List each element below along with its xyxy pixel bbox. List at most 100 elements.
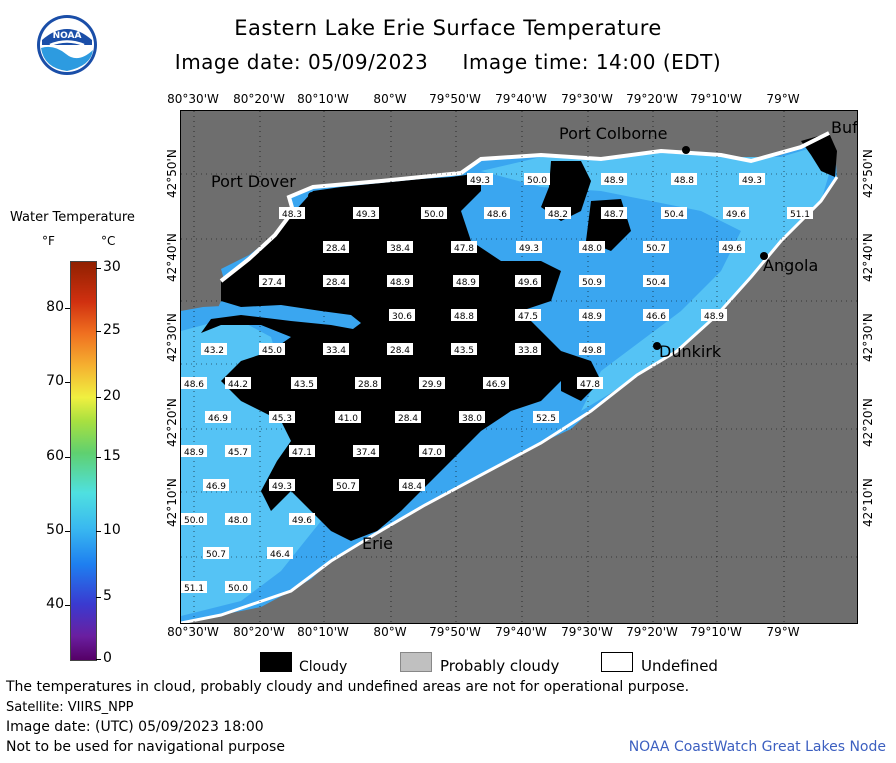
latitude-label: 42°10'N <box>165 478 179 527</box>
temperature-value: 50.0 <box>527 176 547 186</box>
longitude-label: 79°10'W <box>690 625 742 639</box>
temperature-label: 49.6 <box>515 275 541 288</box>
probably-cloudy-swatch <box>400 652 432 672</box>
temperature-value: 51.1 <box>184 584 204 594</box>
temperature-label: 47.0 <box>419 445 445 458</box>
temperature-label: 48.6 <box>484 207 510 220</box>
temperature-value: 48.8 <box>454 312 474 322</box>
temperature-value: 43.5 <box>294 380 314 390</box>
longitude-label: 79°30'W <box>561 92 613 106</box>
temperature-value: 48.6 <box>184 380 204 390</box>
temperature-label: 28.4 <box>323 241 349 254</box>
temperature-value: 28.4 <box>326 278 346 288</box>
temperature-value: 46.9 <box>206 482 226 492</box>
utc-date-text: Image date: (UTC) 05/09/2023 18:00 <box>6 719 264 735</box>
temperature-value: 48.3 <box>282 210 302 220</box>
celsius-tick-label: 10 <box>103 522 121 538</box>
celsius-tick-mark <box>96 457 101 458</box>
longitude-label: 79°40'W <box>495 92 547 106</box>
town-label: Port Dover <box>211 172 296 191</box>
temperature-label: 50.0 <box>181 513 207 526</box>
temperature-value: 52.5 <box>536 414 556 424</box>
temperature-label: 48.8 <box>451 309 477 322</box>
town-marker <box>653 342 661 350</box>
temperature-label: 46.4 <box>267 547 293 560</box>
temperature-label: 46.6 <box>643 309 669 322</box>
temperature-label: 43.5 <box>291 377 317 390</box>
disclaimer-text: The temperatures in cloud, probably clou… <box>6 679 690 695</box>
temperature-value: 37.4 <box>356 448 376 458</box>
temperature-label: 27.4 <box>259 275 285 288</box>
town-label: Port Colborne <box>559 124 667 143</box>
latitude-label: 42°30'N <box>165 313 179 362</box>
temperature-value: 48.0 <box>582 244 602 254</box>
fahrenheit-tick-mark <box>65 457 70 458</box>
latitude-label: 42°50'N <box>861 149 875 198</box>
temperature-label: 33.4 <box>323 343 349 356</box>
temperature-value: 50.4 <box>646 278 666 288</box>
temperature-value: 50.0 <box>228 584 248 594</box>
temperature-value: 28.4 <box>390 346 410 356</box>
temperature-label: 48.9 <box>601 173 627 186</box>
temperature-label: 33.8 <box>515 343 541 356</box>
temperature-value: 28.4 <box>326 244 346 254</box>
temperature-value: 48.9 <box>184 448 204 458</box>
longitude-label: 79°50'W <box>429 92 481 106</box>
temperature-label: 50.0 <box>421 207 447 220</box>
latitude-label: 42°50'N <box>165 149 179 198</box>
undefined-label: Undefined <box>641 657 718 675</box>
temperature-value: 48.9 <box>604 176 624 186</box>
temperature-label: 38.0 <box>459 411 485 424</box>
cloudy-swatch <box>260 652 292 672</box>
temperature-label: 48.2 <box>545 207 571 220</box>
temperature-value: 51.1 <box>790 210 810 220</box>
temperature-label: 29.9 <box>419 377 445 390</box>
map-title: Eastern Lake Erie Surface Temperature <box>234 16 662 40</box>
temperature-value: 49.3 <box>470 176 490 186</box>
credit-text: NOAA CoastWatch Great Lakes Node <box>628 739 886 755</box>
celsius-tick-mark <box>96 531 101 532</box>
temperature-label: 48.9 <box>701 309 727 322</box>
temperature-label: 28.4 <box>323 275 349 288</box>
lake-erie-sst-map: Port Colborne Port Dover Buf Angola Dunkirk E… <box>180 110 858 624</box>
town-marker <box>308 192 316 200</box>
latitude-label: 42°10'N <box>861 478 875 527</box>
temperature-label: 49.3 <box>353 207 379 220</box>
longitude-label: 80°30'W <box>167 625 219 639</box>
latitude-label: 42°40'N <box>861 233 875 282</box>
town-label: Angola <box>763 256 818 275</box>
latitude-label: 42°20'N <box>861 398 875 447</box>
temperature-value: 43.5 <box>454 346 474 356</box>
probably-cloudy-label: Probably cloudy <box>440 657 560 675</box>
fahrenheit-tick-mark <box>65 308 70 309</box>
temperature-label: 49.3 <box>467 173 493 186</box>
temperature-value: 50.9 <box>582 278 602 288</box>
undefined-north-shore <box>219 131 830 283</box>
temperature-value: 30.6 <box>392 312 412 322</box>
temperature-label: 50.7 <box>203 547 229 560</box>
temperature-value: 48.9 <box>456 278 476 288</box>
temperature-value: 50.0 <box>184 516 204 526</box>
graticule <box>181 111 857 623</box>
temperature-label: 49.8 <box>579 343 605 356</box>
fahrenheit-tick-label: 50 <box>46 522 64 538</box>
town-label: Erie <box>362 534 393 553</box>
temperature-label: 51.1 <box>787 207 813 220</box>
longitude-label: 79°W <box>766 625 800 639</box>
longitude-label: 79°50'W <box>429 625 481 639</box>
celsius-tick-label: 15 <box>103 448 121 464</box>
temperature-value: 50.7 <box>646 244 666 254</box>
longitude-label: 80°10'W <box>297 92 349 106</box>
longitude-label: 80°W <box>373 92 407 106</box>
celsius-tick-mark <box>96 331 101 332</box>
temperature-value: 49.6 <box>726 210 746 220</box>
temperature-label: 45.7 <box>225 445 251 458</box>
temperature-value: 28.4 <box>398 414 418 424</box>
temperature-value: 48.9 <box>390 278 410 288</box>
cloudy-label: Cloudy <box>299 659 348 675</box>
fahrenheit-tick-label: 40 <box>46 596 64 612</box>
temperature-label: 47.8 <box>451 241 477 254</box>
celsius-tick-label: 25 <box>103 322 121 338</box>
temperature-label: 50.4 <box>643 275 669 288</box>
temperature-label: 28.8 <box>355 377 381 390</box>
